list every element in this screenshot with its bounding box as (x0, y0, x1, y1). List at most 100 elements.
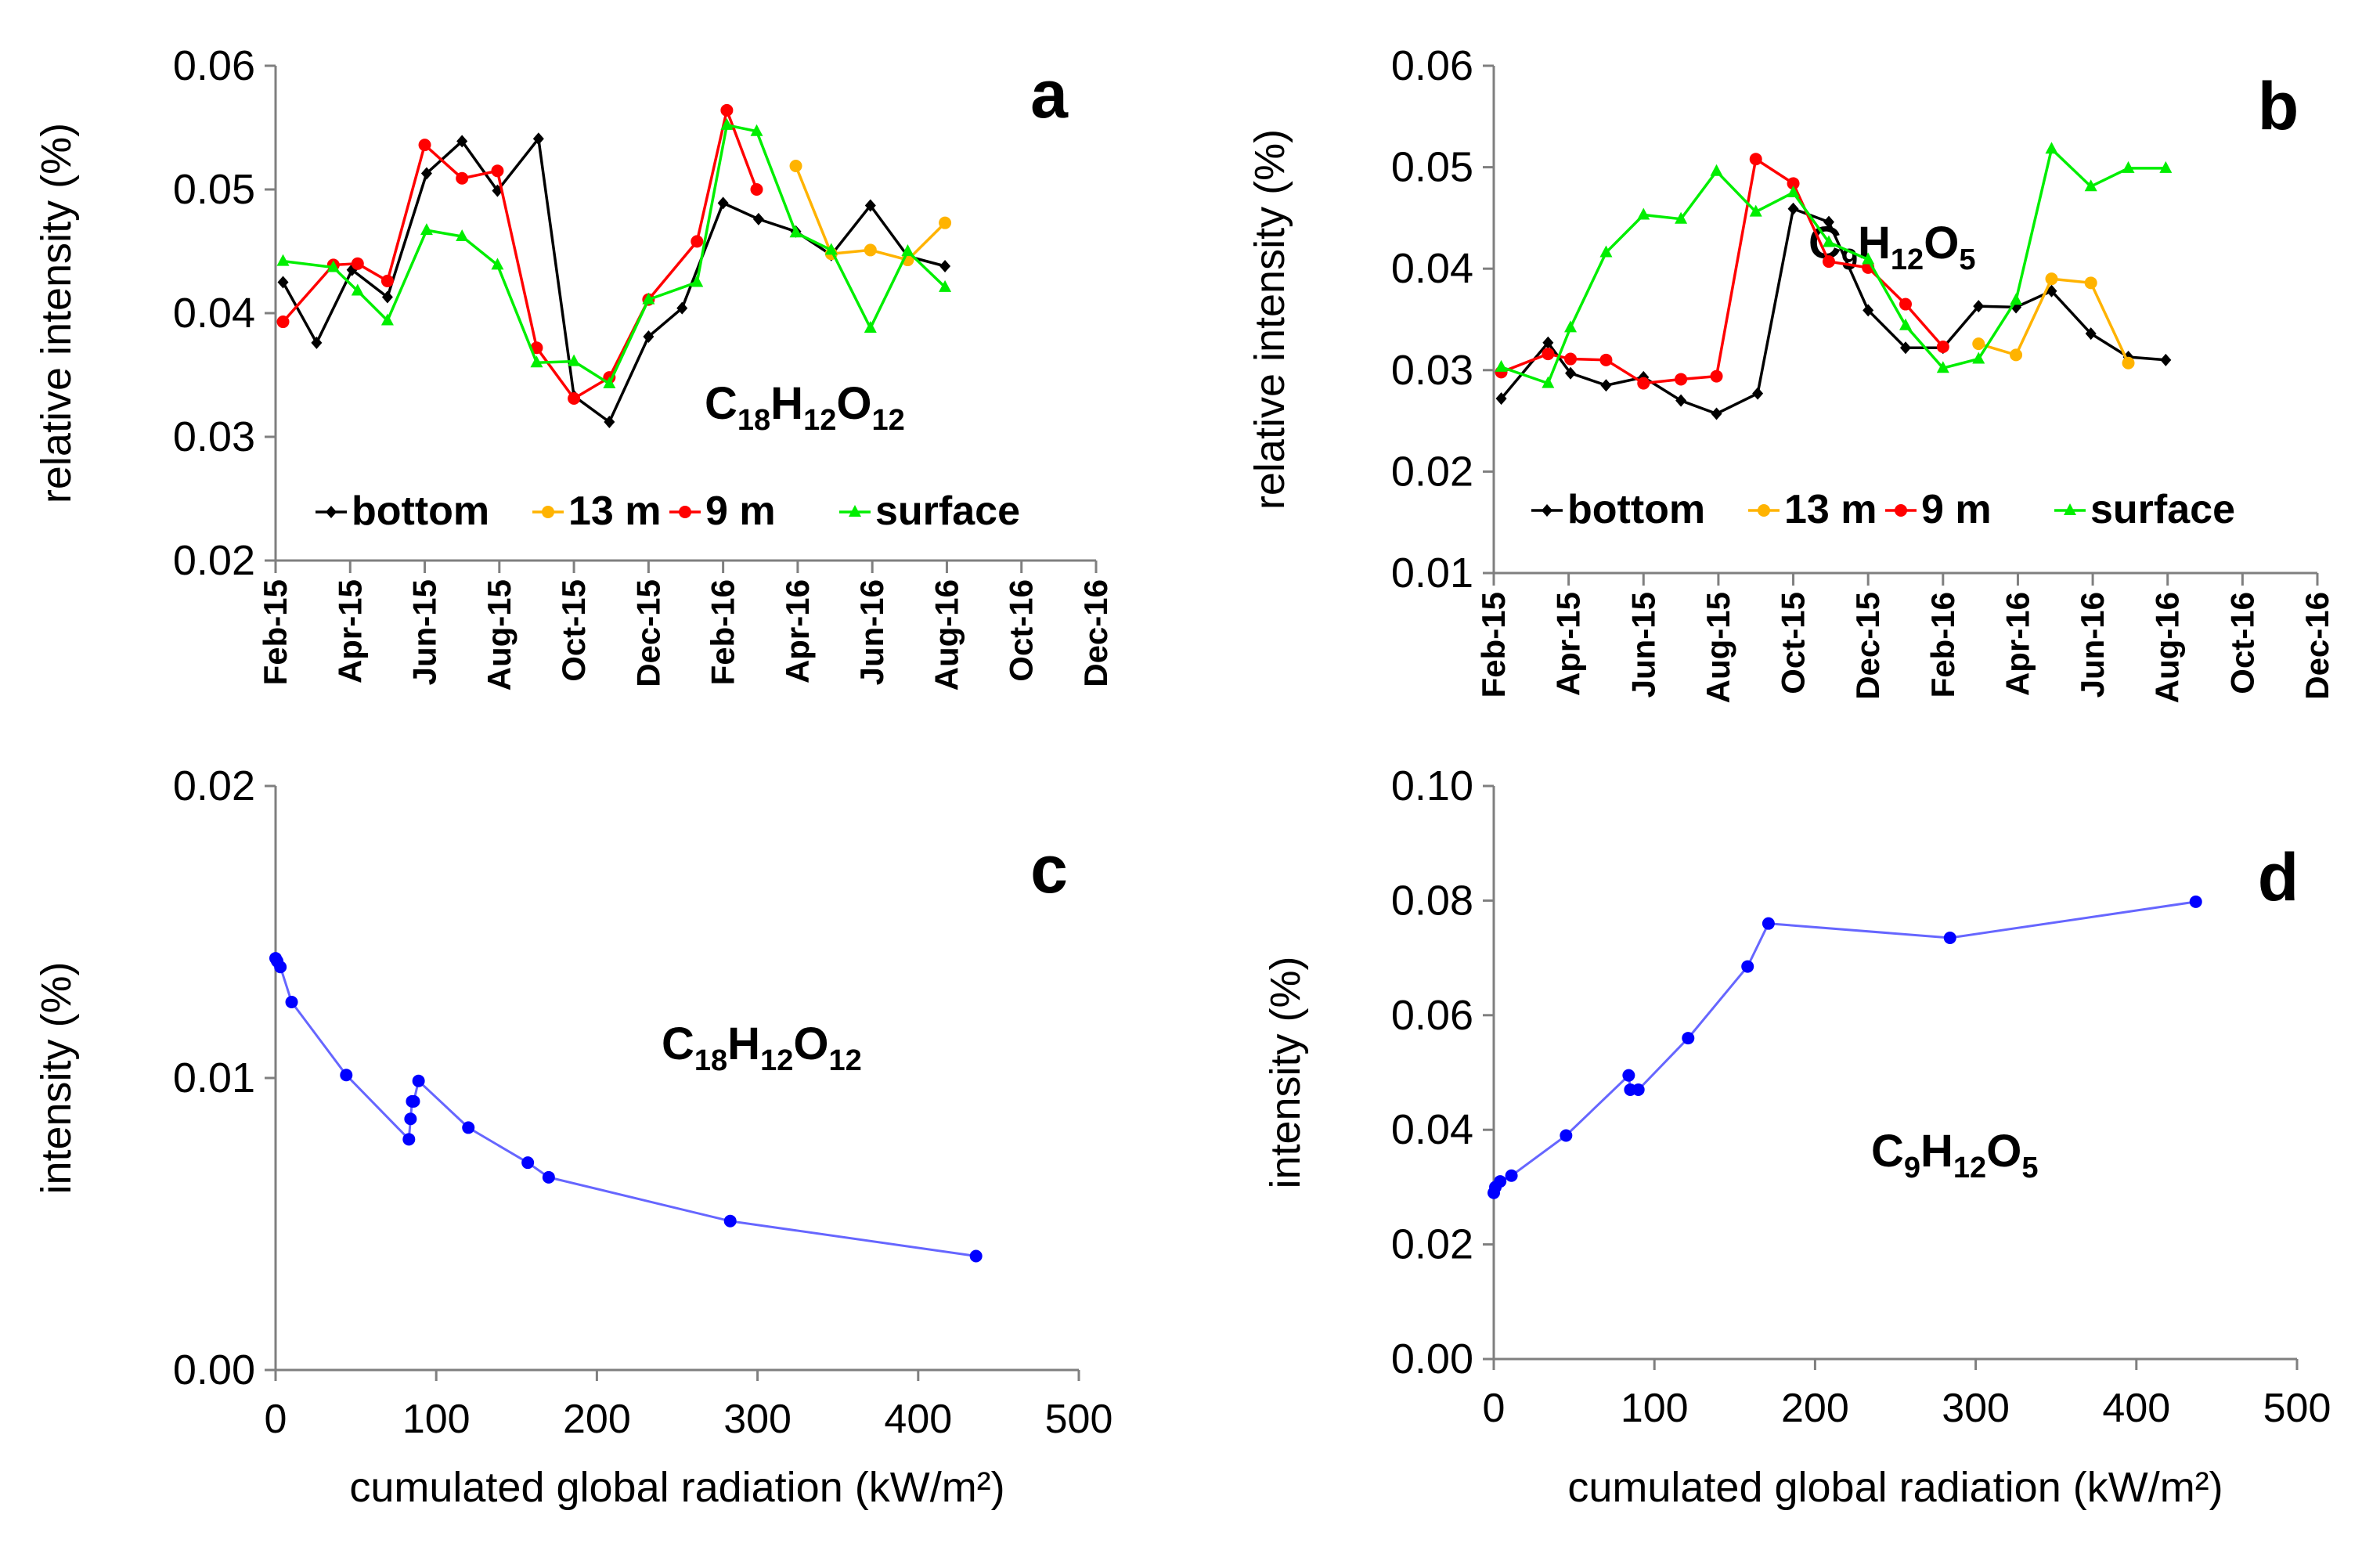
data-point-m9 (1599, 353, 1613, 366)
x-tick-label: Apr-16 (779, 579, 816, 683)
data-point-m9 (456, 171, 469, 185)
data-point-m9 (1564, 352, 1578, 366)
x-tick-label: 500 (1045, 1397, 1113, 1442)
data-point-bottom (532, 132, 544, 146)
compound-formula: C18H12O12 (662, 1018, 862, 1077)
data-point-surface (1822, 235, 1835, 247)
data-point-surface (1936, 361, 1949, 373)
data-point-surface (2084, 179, 2097, 192)
x-tick-label: Feb-16 (705, 579, 741, 685)
data-point-surface (642, 292, 655, 305)
data-point-bottom (1565, 366, 1577, 380)
data-point-m9 (418, 139, 431, 152)
panel-letter: b (2258, 69, 2299, 144)
x-axis-label: cumulated global radiation (kW/m²) (349, 1464, 1004, 1511)
x-tick-label: Aug-16 (2149, 592, 2186, 703)
x-tick-label: 200 (563, 1397, 631, 1442)
series-radiation (1488, 895, 2202, 1199)
data-point-radiation (1560, 1129, 1573, 1142)
data-point-radiation (404, 1112, 417, 1126)
data-point-m9 (380, 274, 394, 287)
data-point-radiation (1741, 960, 1754, 973)
data-point-bottom (1542, 336, 1554, 349)
data-point-surface (1495, 359, 1508, 372)
x-tick-label: 400 (2102, 1386, 2170, 1431)
data-point-surface (1710, 164, 1723, 176)
data-point-m9 (1710, 370, 1723, 383)
data-point-m9 (1749, 153, 1762, 166)
y-axis-label: relative intensity (%) (33, 123, 80, 503)
data-point-bottom (1711, 407, 1722, 420)
data-point-m9 (1936, 340, 1949, 353)
legend-label-bottom: bottom (1567, 487, 1705, 532)
series-surface (276, 117, 952, 389)
data-point-bottom (381, 290, 393, 304)
data-point-surface (750, 124, 763, 136)
y-tick-label: 0.08 (1391, 877, 1473, 924)
data-point-surface (864, 320, 877, 333)
x-tick-label: Aug-15 (1700, 592, 1736, 703)
data-point-bottom (2160, 353, 2172, 366)
data-point-radiation (407, 1094, 420, 1108)
data-point-bottom (1863, 304, 1874, 317)
data-point-surface (420, 223, 433, 236)
data-point-surface (1637, 207, 1650, 220)
data-point-surface (603, 377, 616, 389)
data-point-surface (380, 313, 394, 326)
data-point-surface (1972, 352, 1985, 364)
data-point-m9 (491, 164, 504, 178)
legend: bottom 13 m 9 m surface (316, 488, 1020, 534)
legend-label-m9: 9 m (705, 488, 776, 534)
x-axis-label: cumulated global radiation (kW/m²) (1567, 1464, 2223, 1511)
y-axis-label: intensity (%) (1262, 956, 1309, 1188)
compound-formula: C9H12O5 (1871, 1126, 2038, 1184)
x-tick-label: Apr-15 (1550, 592, 1587, 696)
data-point-surface (1542, 376, 1555, 388)
data-point-surface (326, 260, 340, 272)
data-point-surface (1749, 204, 1762, 217)
legend-label-bottom: bottom (352, 488, 489, 534)
y-tick-label: 0.04 (173, 290, 255, 337)
series-m9 (276, 103, 763, 406)
compound-formula: C18H12O12 (705, 378, 905, 437)
panel-d-chart: 0.00 0.02 0.04 0.06 0.08 0.10 0 100 200 300 400 500… (1262, 762, 2331, 1511)
x-tick-label: Aug-16 (928, 579, 965, 690)
series-bottom (1495, 202, 2172, 420)
data-point-radiation (285, 996, 298, 1009)
data-point-m9 (720, 103, 734, 117)
data-point-bottom (311, 336, 323, 349)
data-point-surface (824, 243, 838, 255)
data-point-m9 (1542, 348, 1555, 361)
data-point-surface (568, 354, 581, 366)
x-tick-label: Dec-16 (2299, 592, 2335, 700)
data-point-surface (2010, 293, 2023, 305)
data-point-radiation (1505, 1169, 1518, 1182)
x-tick-label: 200 (1781, 1386, 1849, 1431)
data-point-surface (1599, 245, 1613, 258)
data-point-bottom (1495, 392, 1507, 406)
series-m9 (1495, 153, 1949, 390)
x-tick-label: 0 (265, 1397, 287, 1442)
data-point-bottom (939, 259, 951, 272)
y-axis-label: relative intensity (%) (1246, 129, 1293, 510)
data-point-surface (2159, 160, 2173, 173)
series-line-m9 (1500, 157, 1945, 385)
y-tick-label: 0.03 (173, 413, 255, 460)
y-tick-label: 0.02 (1391, 448, 1473, 495)
y-tick-label: 0.05 (1391, 144, 1473, 191)
data-point-radiation (542, 1170, 555, 1184)
data-point-bottom (1752, 387, 1764, 400)
panel-c-chart: 0.00 0.01 0.02 0 100 200 300 400 500 cumulated gl… (33, 762, 1112, 1511)
y-tick-label: 0.05 (173, 166, 255, 213)
data-point-radiation (462, 1121, 475, 1134)
data-point-radiation (1494, 1175, 1507, 1188)
data-point-radiation (1622, 1069, 1635, 1082)
series-m13 (789, 159, 952, 267)
y-tick-label: 0.02 (173, 762, 255, 809)
x-tick-label: Oct-15 (1775, 592, 1812, 694)
legend-label-m9: 9 m (1921, 487, 1992, 532)
y-tick-label: 0.02 (173, 537, 255, 584)
x-tick-label: Feb-15 (1475, 592, 1512, 698)
data-point-m13 (2084, 276, 2097, 290)
data-point-m9 (530, 341, 543, 355)
